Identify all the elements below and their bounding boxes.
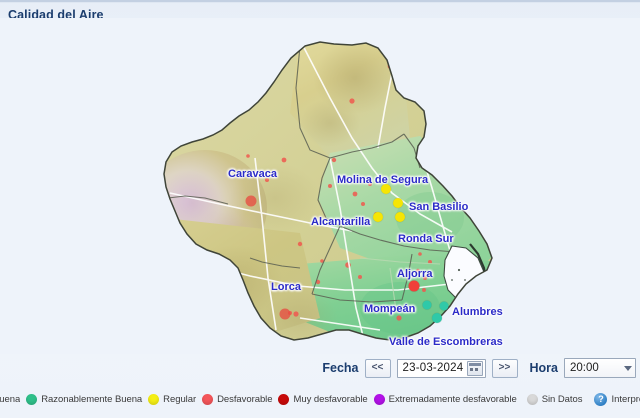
question-mark-icon[interactable]: ?	[594, 392, 608, 406]
legend-item-muy-desfavorable: Muy desfavorable	[278, 393, 368, 405]
legend-dot-razonablemente-buena	[26, 393, 38, 405]
calendar-icon[interactable]	[466, 360, 483, 376]
top-border-inner	[0, 2, 640, 3]
legend-label-sin-datos: Sin Datos	[541, 393, 583, 405]
station-marker-valle-de-escombreras[interactable]	[432, 313, 442, 323]
station-marker-alumbres[interactable]	[439, 301, 449, 311]
prev-date-button[interactable]: <<	[364, 358, 391, 378]
legend-dot-desfavorable	[202, 393, 214, 405]
legend-help[interactable]: ? Interpretación	[594, 392, 640, 406]
legend-item-extremadamente-desfavorable: Extremadamente desfavorable	[373, 393, 517, 405]
legend-item-regular: Regular	[148, 393, 197, 405]
legend-dot-sin-datos	[526, 393, 538, 405]
legend-label-desfavorable: Desfavorable	[217, 393, 273, 405]
legend-label-regular: Regular	[163, 393, 197, 405]
legend-item-buena: Buena	[0, 394, 20, 405]
station-marker-ronda-sur[interactable]	[395, 212, 405, 222]
legend-label-muy-desfavorable: Muy desfavorable	[293, 393, 368, 405]
legend-dot-extremadamente-desfavorable	[373, 393, 385, 405]
hour-label: Hora	[529, 361, 558, 375]
date-field-wrapper[interactable]	[396, 358, 486, 378]
legend-label-extremadamente-desfavorable: Extremadamente desfavorable	[388, 393, 517, 405]
station-marker-molina-de-segura[interactable]	[381, 184, 391, 194]
help-label[interactable]: Interpretación	[611, 393, 640, 405]
station-marker-alcantarilla[interactable]	[373, 212, 383, 222]
date-input[interactable]	[402, 362, 465, 374]
legend-label-buena: Buena	[0, 393, 21, 405]
map-canvas	[0, 18, 640, 354]
legend-label-razonablemente-buena: Razonablemente Buena	[41, 393, 143, 405]
map-controls: Fecha << >> Hora 20:00	[0, 356, 640, 384]
legend-item-sin-datos: Sin Datos	[526, 393, 583, 405]
top-border	[0, 0, 640, 2]
legend-dot-regular	[148, 393, 160, 405]
station-marker-san-basilio[interactable]	[393, 198, 403, 208]
legend: Buena Razonablemente Buena Regular Desfa…	[0, 388, 640, 410]
station-marker-mompean[interactable]	[422, 300, 432, 310]
legend-item-razonablemente-buena: Razonablemente Buena	[26, 393, 143, 405]
next-date-button[interactable]: >>	[491, 358, 518, 378]
chevron-down-icon	[624, 365, 632, 371]
date-label: Fecha	[322, 361, 359, 375]
hour-select[interactable]: 20:00	[564, 358, 636, 378]
legend-item-desfavorable: Desfavorable	[202, 393, 273, 405]
region-map[interactable]: Caravaca Molina de Segura San Basilio Al…	[0, 18, 640, 354]
station-marker-aljorra[interactable]	[408, 280, 420, 292]
hour-selected-value: 20:00	[570, 362, 599, 374]
legend-dot-muy-desfavorable	[278, 393, 290, 405]
